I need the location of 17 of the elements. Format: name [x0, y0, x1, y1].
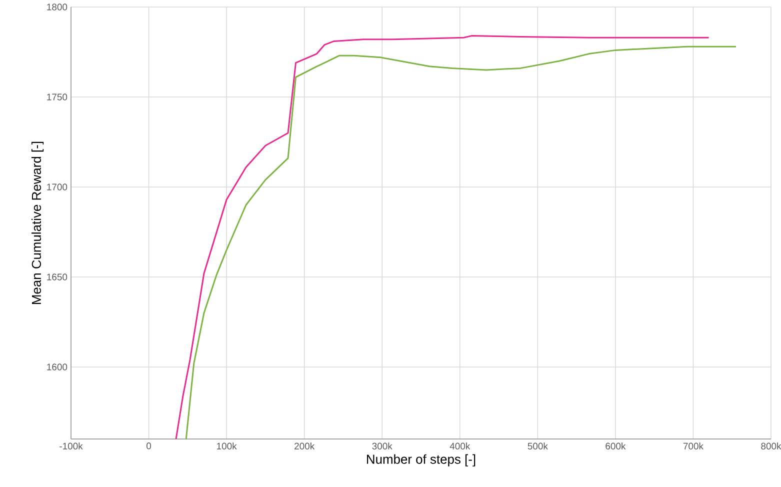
x-tick-label: 200k — [294, 442, 315, 450]
y-tick-label: 1600 — [47, 364, 68, 370]
x-tick-label: 0 — [146, 442, 152, 450]
x-tick-label: -100k — [60, 442, 83, 450]
y-tick-label: 1700 — [47, 184, 68, 190]
y-axis-title: Mean Cumulative Reward [-] — [32, 142, 44, 304]
x-tick-label: 700k — [683, 442, 704, 450]
y-tick-label: 1750 — [47, 94, 68, 100]
x-tick-label: 300k — [372, 442, 392, 450]
x-tick-label: 400k — [450, 442, 470, 450]
x-tick-label: 500k — [528, 442, 548, 450]
x-tick-label: 100k — [217, 442, 237, 450]
y-tick-label: 1650 — [47, 274, 68, 280]
y-tick-label: 1800 — [47, 4, 68, 10]
x-tick-label: 800k — [761, 442, 781, 450]
x-tick-label: 600k — [606, 442, 626, 450]
x-axis-title: Number of steps [-] — [367, 454, 476, 466]
